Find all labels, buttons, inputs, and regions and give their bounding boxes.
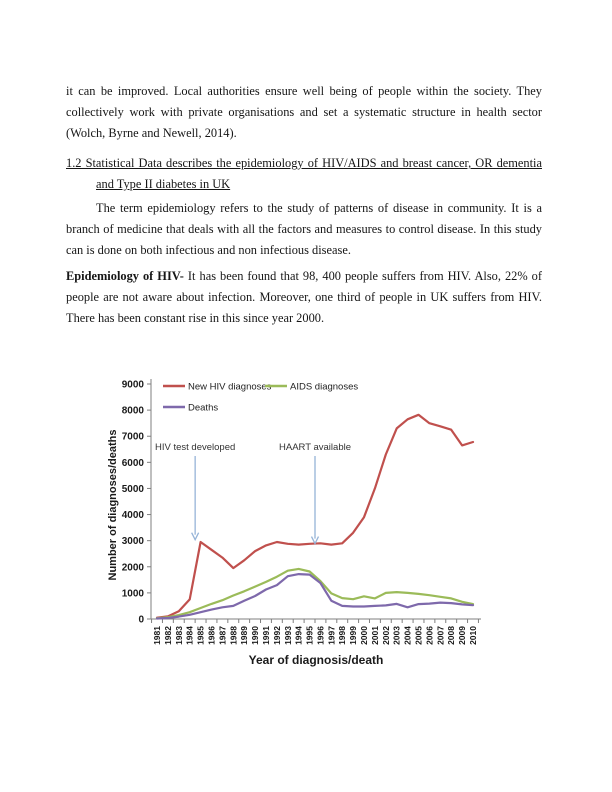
x-tick-label: 1986 [206, 626, 216, 645]
x-tick-label: 1994 [294, 626, 304, 645]
x-tick-label: 1981 [152, 626, 162, 645]
section-heading-line1: 1.2 Statistical Data describes the epide… [66, 156, 542, 170]
down-arrow-icon [310, 536, 320, 546]
hiv-chart-figure: 0 1000 2000 3000 4000 5000 6000 7000 8000 9000 198… [105, 355, 505, 687]
x-tick-label: 1988 [228, 626, 238, 645]
paragraph-epidemiology-definition: The term epidemiology refers to the stud… [66, 201, 542, 257]
legend-item-new-hiv-diagnoses: New HIV diagnoses [163, 382, 272, 393]
y-axis-title: Number of diagnoses/deaths [107, 430, 119, 581]
x-tick-label: 1989 [239, 626, 249, 645]
x-tick-label: 1982 [163, 626, 173, 645]
y-tick-label: 7000 [122, 432, 145, 443]
y-tick-label: 4000 [122, 510, 145, 521]
y-tick-label: 2000 [122, 562, 145, 573]
x-tick-label: 1993 [283, 626, 293, 645]
annotation-hiv-test-developed: HIV test developed [155, 442, 235, 542]
x-tick-label: 1983 [174, 626, 184, 645]
section-heading-line2-text: and Type II diabetes in UK [96, 177, 231, 191]
down-arrow-icon [191, 532, 200, 542]
x-tick-label: 2000 [359, 626, 369, 645]
y-tick-label: 9000 [122, 380, 145, 391]
legend-label: New HIV diagnoses [188, 382, 272, 393]
x-tick-label: 2003 [392, 626, 402, 645]
x-tick-label: 2009 [457, 626, 467, 645]
x-tick-label: 1985 [196, 626, 206, 645]
legend-item-aids-diagnoses: AIDS diagnoses [265, 382, 358, 393]
y-tick-label: 8000 [122, 406, 145, 417]
y-tick-label: 6000 [122, 458, 145, 469]
annotation-label: HIV test developed [155, 442, 235, 453]
annotation-haart-available: HAART available [279, 442, 351, 546]
y-tick-label: 0 [138, 615, 144, 626]
x-tick-label: 1991 [261, 626, 271, 645]
legend-label: Deaths [188, 403, 218, 414]
x-tick-label: 1996 [315, 626, 325, 645]
x-tick-label: 2006 [424, 626, 434, 645]
chart-axes: 0 1000 2000 3000 4000 5000 6000 7000 8000 9000 198… [122, 379, 481, 645]
x-tick-label: 1997 [326, 626, 336, 645]
y-tick-label: 3000 [122, 536, 145, 547]
paragraph-epidemiology-of-hiv: Epidemiology of HIV- It has been found t… [66, 266, 542, 329]
section-heading-1-2: 1.2 Statistical Data describes the epide… [66, 153, 542, 195]
annotation-label: HAART available [279, 442, 351, 453]
series-line-aids-diagnoses [155, 567, 475, 620]
x-tick-label: 1999 [348, 626, 358, 645]
x-tick-label: 2008 [446, 626, 456, 645]
legend-item-deaths: Deaths [163, 403, 218, 414]
series-line-deaths [155, 573, 475, 620]
y-tick-label: 5000 [122, 484, 145, 495]
epidemiology-of-hiv-label: Epidemiology of HIV- [66, 269, 184, 283]
x-tick-label: 1990 [250, 626, 260, 645]
x-tick-label: 2002 [381, 626, 391, 645]
x-tick-label: 1984 [185, 626, 195, 645]
x-tick-label: 2004 [403, 626, 413, 645]
epidemiology-of-hiv-text: It has been found that 98, 400 people su… [66, 269, 542, 325]
legend-label: AIDS diagnoses [290, 382, 358, 393]
section-heading-line2: and Type II diabetes in UK [66, 174, 542, 195]
x-tick-label: 2001 [370, 626, 380, 645]
x-tick-label: 1987 [217, 626, 227, 645]
x-axis-title: Year of diagnosis/death [249, 653, 384, 667]
x-tick-label: 1998 [337, 626, 347, 645]
x-tick-label: 1992 [272, 626, 282, 645]
y-tick-label: 1000 [122, 588, 145, 599]
x-tick-label: 1995 [305, 626, 315, 645]
x-tick-label: 2010 [468, 626, 478, 645]
epidemiology-line-chart: 0 1000 2000 3000 4000 5000 6000 7000 8000 9000 198… [107, 379, 481, 667]
x-tick-label: 2005 [414, 626, 424, 645]
paragraph-local-authorities: it can be improved. Local authorities en… [66, 84, 542, 140]
document-text-block: it can be improved. Local authorities en… [66, 81, 542, 329]
x-tick-label: 2007 [435, 626, 445, 645]
